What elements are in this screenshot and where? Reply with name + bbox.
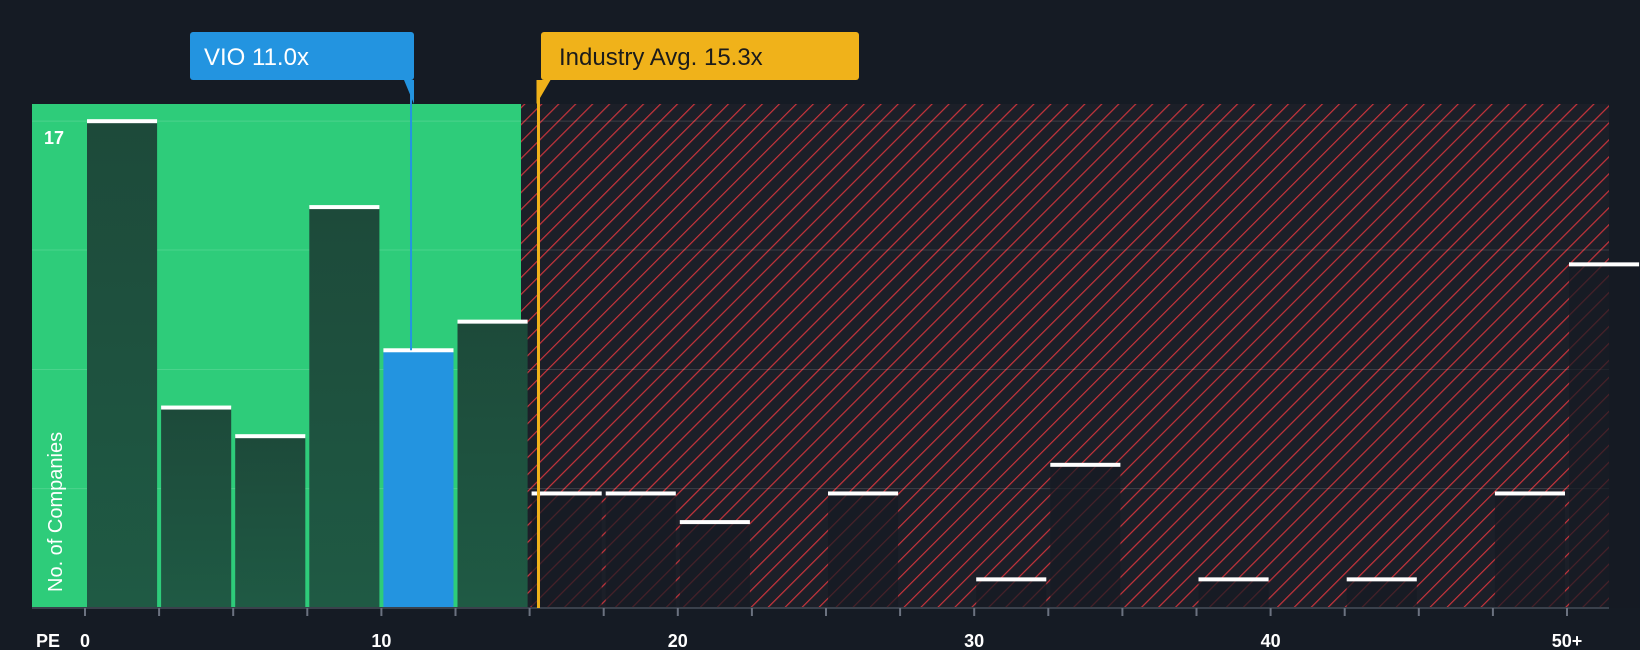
- bar-cap: [531, 491, 602, 496]
- bar-cap: [976, 577, 1047, 582]
- bar: [828, 493, 899, 608]
- y-axis-label: No. of Companies: [45, 432, 67, 592]
- bar: [1198, 579, 1269, 608]
- bar: [1346, 579, 1417, 608]
- x-tick-label: 20: [668, 631, 688, 650]
- company-callout-pointer: [404, 80, 414, 104]
- bar: [531, 493, 602, 608]
- histogram-bars: [87, 119, 1640, 608]
- company-callout-label: VIO 11.0x: [204, 44, 309, 71]
- bar: [1494, 493, 1565, 608]
- bar-cap: [1346, 577, 1417, 582]
- bar-cap: [1050, 462, 1121, 467]
- bar-cap: [383, 348, 454, 353]
- bar-cap: [161, 405, 232, 410]
- bar: [87, 121, 158, 608]
- bar-cap: [1198, 577, 1269, 582]
- bar-cap: [679, 520, 750, 525]
- bar: [235, 436, 306, 608]
- x-tick-label: 50+: [1552, 631, 1583, 650]
- bar-cap: [309, 205, 380, 210]
- bar: [457, 321, 528, 608]
- bar-cap: [235, 434, 306, 439]
- bar-cap: [1569, 262, 1640, 267]
- x-tick-label: 40: [1261, 631, 1281, 650]
- x-axis-label: PE: [36, 631, 60, 650]
- bar-cap: [828, 491, 899, 496]
- industry-average-label: Industry Avg. 15.3x: [559, 44, 763, 71]
- x-tick-label: 10: [371, 631, 391, 650]
- x-tick-label: 30: [964, 631, 984, 650]
- x-axis-ticks: 0 10 20 30 40 50+: [80, 608, 1582, 650]
- bar: [161, 407, 232, 608]
- bar-cap: [1494, 491, 1565, 496]
- bar-cap: [87, 119, 158, 124]
- bar: [1050, 464, 1121, 608]
- x-tick-label: 0: [80, 631, 90, 650]
- bar: [976, 579, 1047, 608]
- y-axis-max-label: 17: [44, 128, 64, 148]
- bar-company-bin: [383, 350, 454, 608]
- industry-callout-pointer: [536, 80, 551, 104]
- bar: [679, 522, 750, 608]
- company-callout: [190, 32, 414, 80]
- bar: [605, 493, 676, 608]
- bar-cap: [605, 491, 676, 496]
- bar-cap: [457, 319, 528, 324]
- industry-average-callout: [541, 32, 859, 80]
- bar: [1569, 264, 1640, 608]
- bar: [309, 207, 380, 608]
